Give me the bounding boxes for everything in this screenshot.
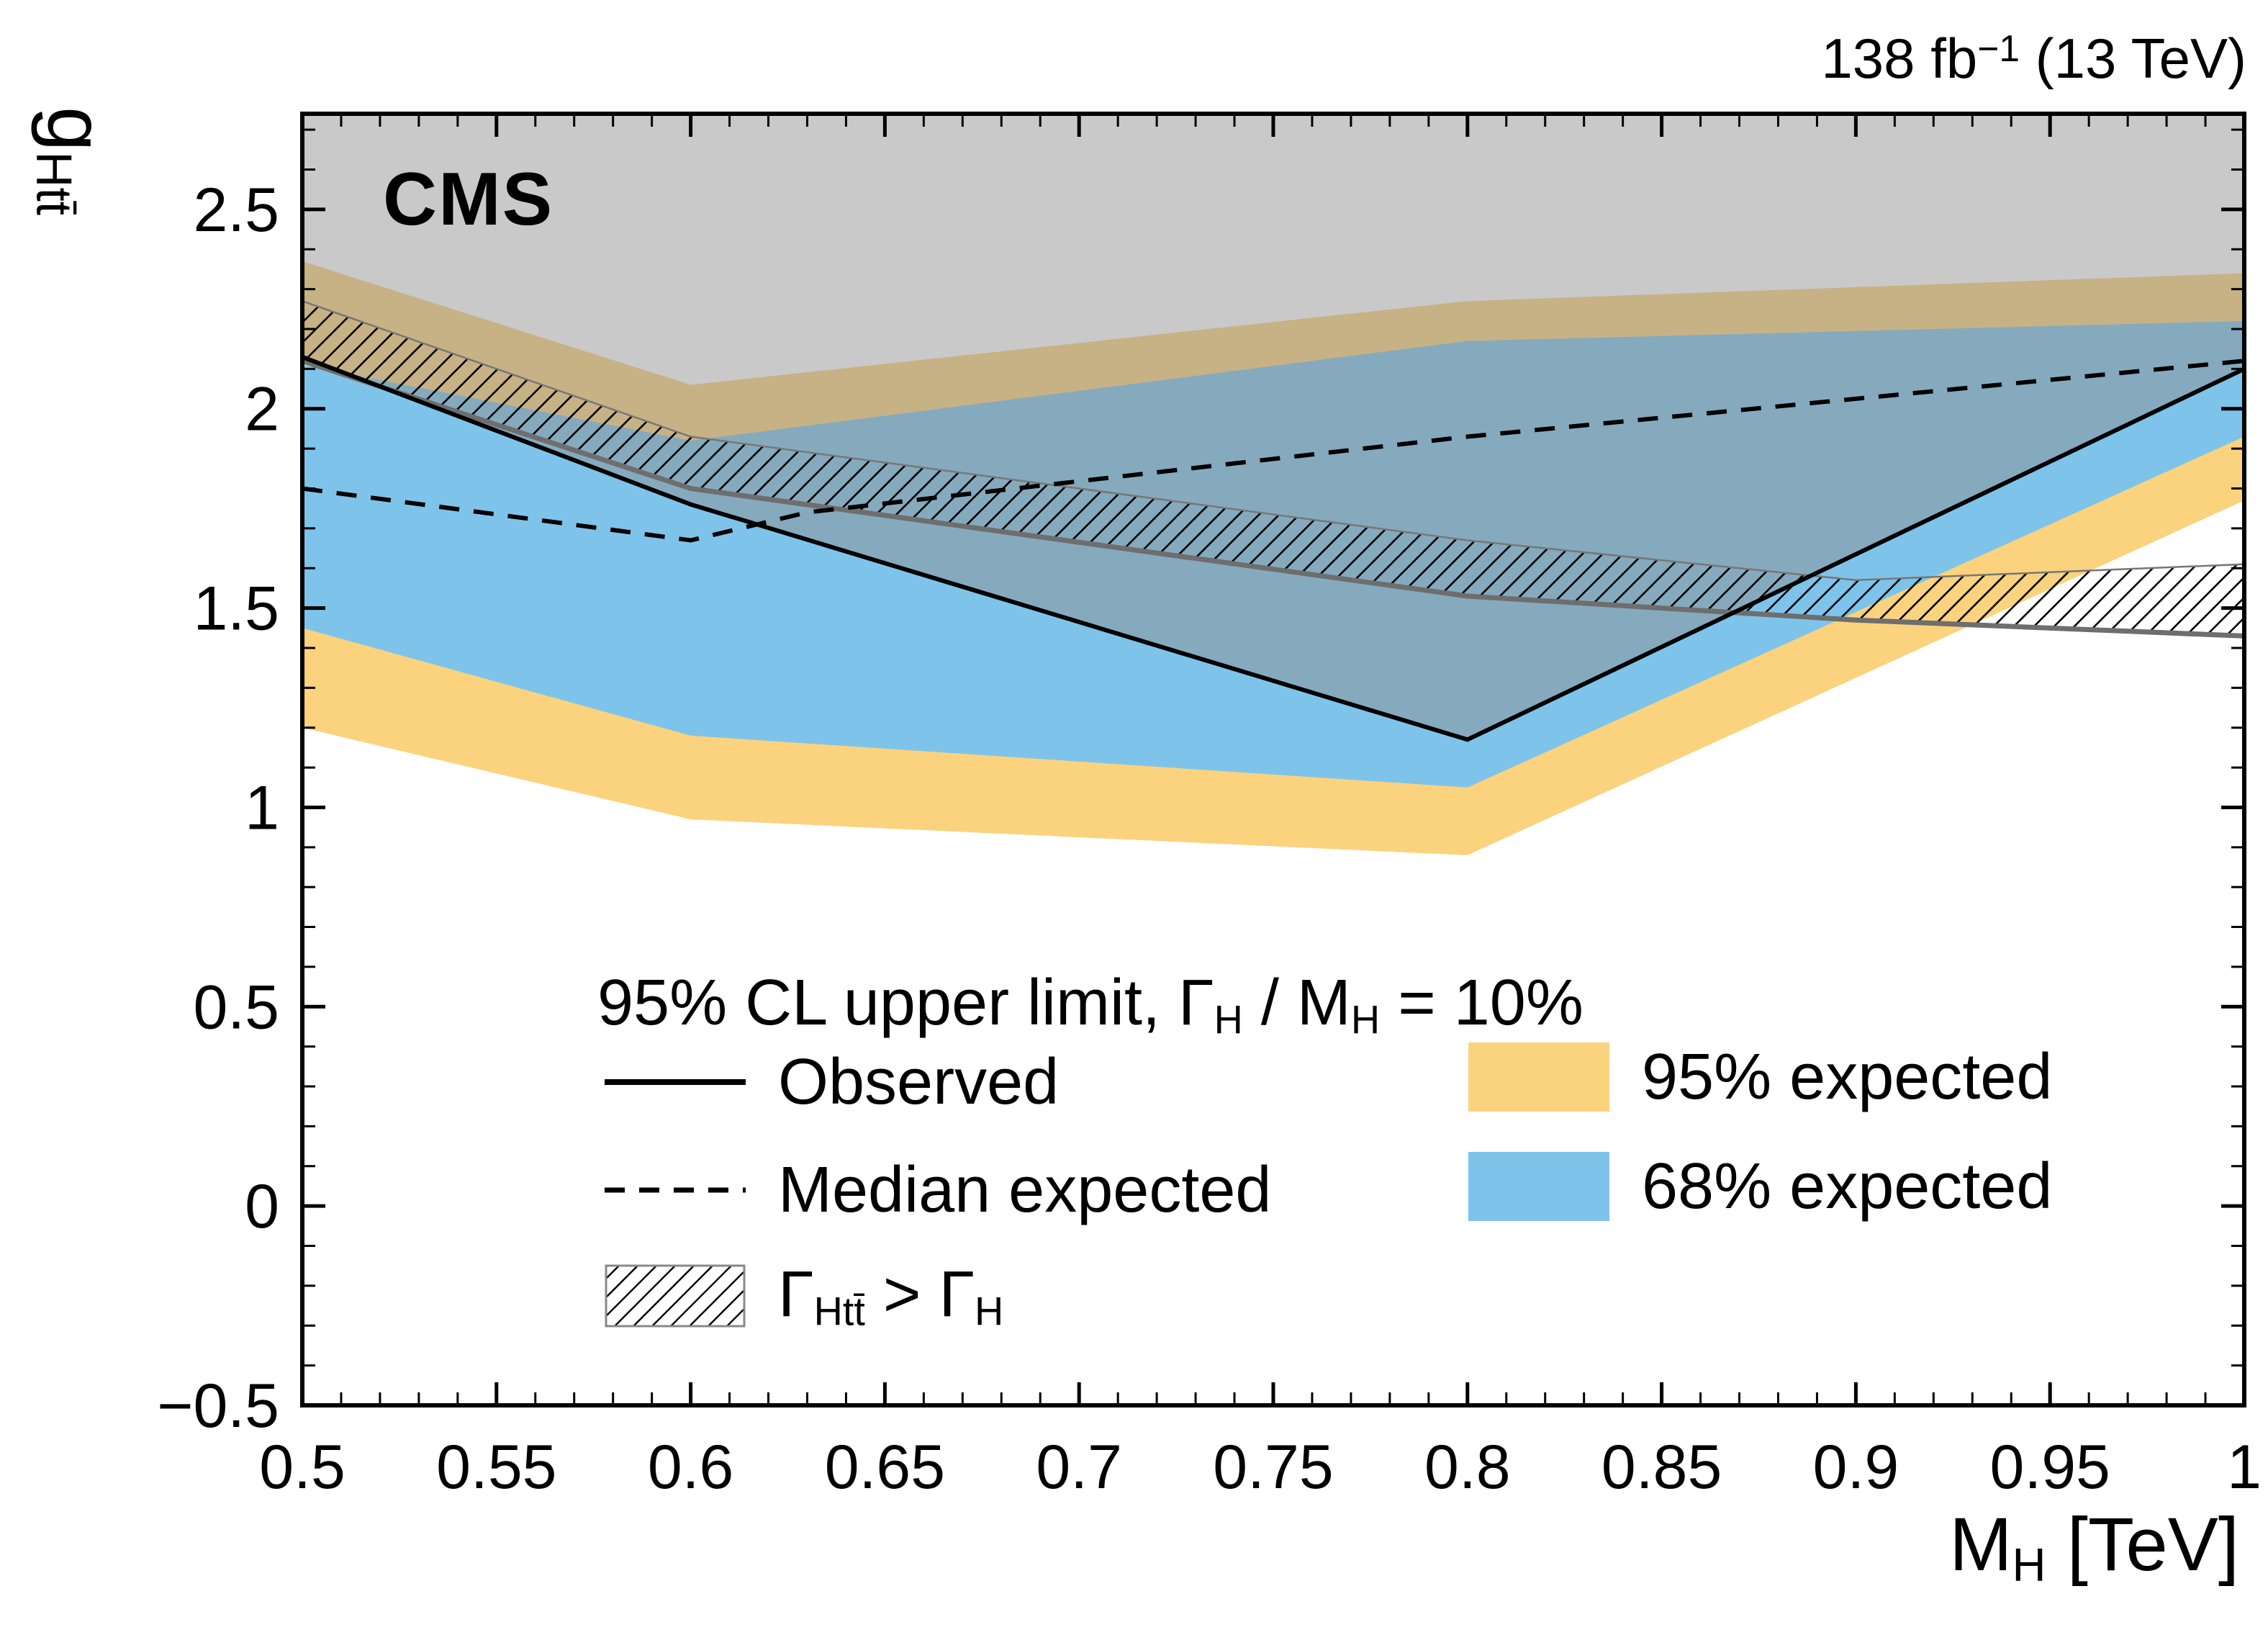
lumi-energy: (13 TeV) (2019, 27, 2246, 90)
legend-item-68-expected: 68% expected (1468, 1150, 2053, 1222)
x-title-unit: [TeV] (2046, 1503, 2239, 1587)
svg-text:1.5: 1.5 (193, 575, 279, 644)
legend-label-68-expected: 68% expected (1642, 1150, 2053, 1222)
lumi-value: 138 fb (1821, 27, 1978, 90)
svg-text:0.65: 0.65 (825, 1433, 945, 1502)
svg-text:0.95: 0.95 (1990, 1433, 2110, 1502)
svg-text:0.7: 0.7 (1036, 1433, 1122, 1502)
svg-text:2.5: 2.5 (193, 176, 279, 245)
y-axis-title: gHtt̄ (26, 107, 122, 215)
y-title-subscript: Htt̄ (26, 151, 83, 216)
observed-line-sample (605, 1048, 746, 1117)
legend-title: 95% CL upper limit, ΓH / MH = 10% (597, 966, 1583, 1042)
svg-text:0.6: 0.6 (648, 1433, 734, 1502)
hatch-swatch (605, 1264, 746, 1328)
svg-text:0.5: 0.5 (259, 1433, 345, 1502)
x-title-subscript: H (2012, 1538, 2046, 1591)
legend-item-width-constraint: ΓHtt̄ > ΓH (605, 1258, 1003, 1333)
legend-label-observed: Observed (778, 1045, 1060, 1118)
svg-text:−0.5: −0.5 (157, 1371, 279, 1441)
dashed-line-swatch (605, 1187, 746, 1193)
gamma-htt-subscript: Htt̄ (813, 1288, 865, 1334)
gamma-htt-symbol: Γ (778, 1258, 814, 1330)
y-title-main: g (31, 107, 121, 152)
luminosity-label: 138 fb−1 (13 TeV) (1821, 26, 2246, 91)
gamma-subscript: H (1214, 996, 1243, 1042)
observed-line (301, 354, 2246, 742)
legend-item-observed: Observed (605, 1045, 1060, 1118)
band68-swatch (1468, 1152, 1609, 1221)
median-line-sample (605, 1156, 746, 1225)
svg-text:0.9: 0.9 (1813, 1433, 1899, 1502)
tick-labels: 0.5 0.55 0.6 0.65 0.7 0.75 0.8 0.85 0.9 0.95 1 −0.5… (157, 176, 2262, 1502)
svg-text:0.75: 0.75 (1213, 1433, 1333, 1502)
greater-than-gamma: > Γ (864, 1258, 975, 1330)
band95-swatch (1468, 1042, 1609, 1112)
svg-text:1: 1 (2227, 1433, 2262, 1502)
legend-title-text: 95% CL upper limit, (597, 967, 1179, 1039)
ratio-value: = 10% (1380, 967, 1583, 1039)
axis-ticks (300, 114, 2246, 1407)
solid-line-swatch (605, 1079, 746, 1085)
legend-label-95-expected: 95% expected (1642, 1040, 2053, 1113)
svg-text:0.5: 0.5 (193, 973, 279, 1042)
lumi-exponent: −1 (1977, 27, 2020, 69)
legend-label-width-constraint: ΓHtt̄ > ΓH (778, 1258, 1003, 1334)
constraint-line (301, 358, 2245, 639)
gamma-h-subscript: H (975, 1288, 1004, 1334)
x-title-main: M (1949, 1503, 2012, 1587)
svg-text:1: 1 (245, 773, 279, 842)
gamma-symbol: Γ (1178, 967, 1214, 1039)
mass-symbol: / M (1242, 967, 1351, 1039)
legend-label-median: Median expected (778, 1153, 1272, 1226)
svg-text:0.55: 0.55 (436, 1433, 556, 1502)
svg-text:2: 2 (245, 375, 279, 444)
mass-subscript: H (1350, 996, 1381, 1042)
svg-text:0.8: 0.8 (1424, 1433, 1511, 1502)
hatch-sample (605, 1261, 746, 1330)
median-expected-line (302, 359, 2245, 543)
svg-text:0.85: 0.85 (1601, 1433, 1722, 1502)
legend-item-95-expected: 95% expected (1468, 1040, 2053, 1113)
experiment-label: CMS (383, 158, 554, 241)
legend-item-median: Median expected (605, 1153, 1272, 1226)
svg-text:0: 0 (245, 1172, 279, 1241)
x-axis-title: MH [TeV] (1949, 1502, 2239, 1591)
